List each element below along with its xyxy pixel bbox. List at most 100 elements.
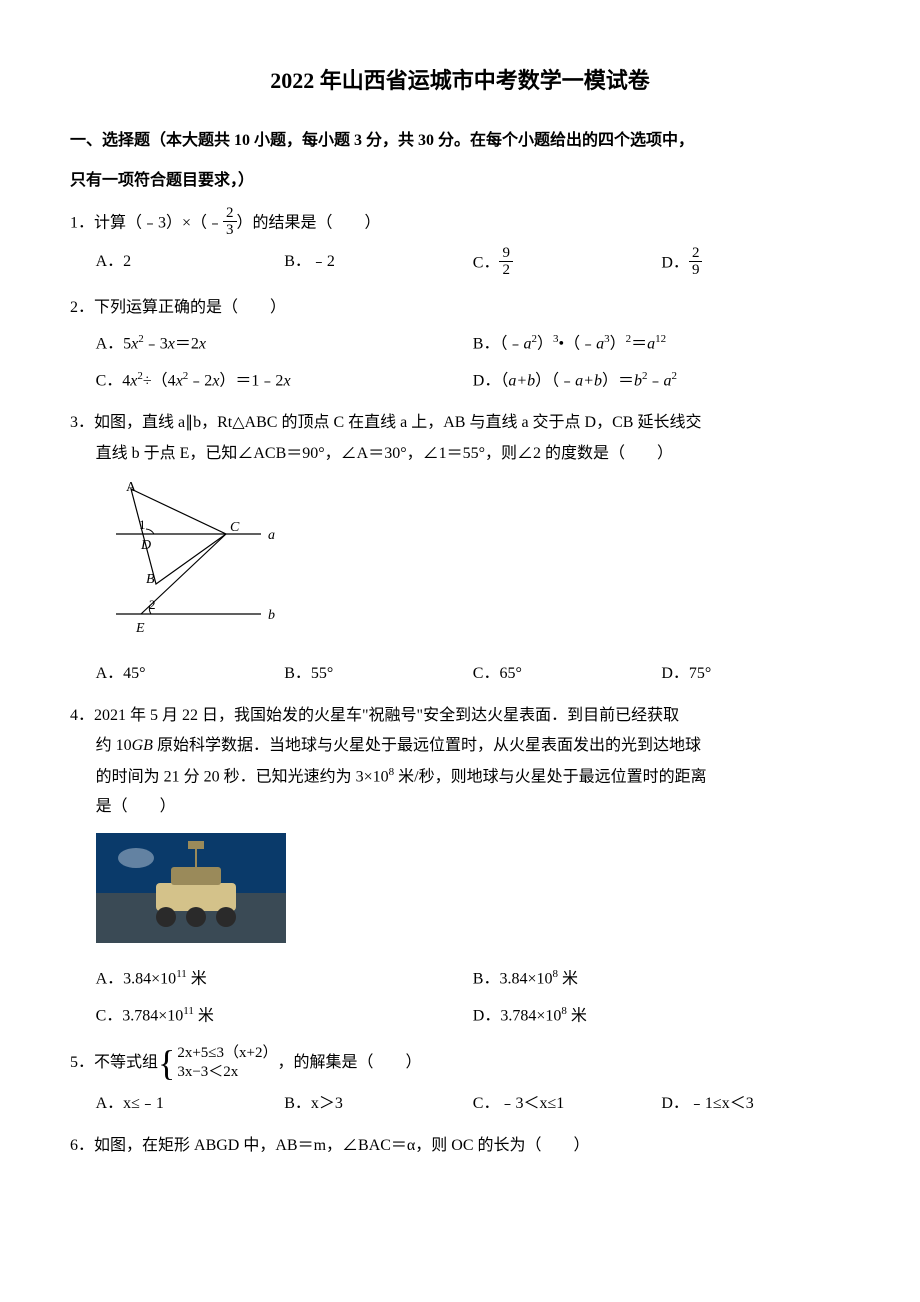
q2-option-b: B．（﹣a2）3•（﹣a3）2＝a12 xyxy=(473,329,850,360)
q4-l2-post: 原始科学数据．当地球与火星处于最远位置时，从火星表面发出的光到达地球 xyxy=(153,737,701,754)
question-4: 4．2021 年 5 月 22 日，我国始发的火星车"祝融号"安全到达火星表面．… xyxy=(70,701,850,1032)
question-3: 3．如图，直线 a∥b，Rt△ABC 的顶点 C 在直线 a 上，AB 与直线 … xyxy=(70,408,850,689)
q1-optc-num: 9 xyxy=(499,245,513,263)
q3-text-l1: 3．如图，直线 a∥b，Rt△ABC 的顶点 C 在直线 a 上，AB 与直线 … xyxy=(70,408,850,438)
q3-option-d: D．75° xyxy=(661,659,850,689)
q4-option-b: B．3.84×108 米 xyxy=(473,964,850,995)
q2-option-c: C．4x2÷（4x2﹣2x）＝1﹣2x xyxy=(96,366,473,397)
question-1: 1．计算（﹣3）×（﹣23）的结果是（ ） A．2 B．﹣2 C．92 D．29 xyxy=(70,207,850,281)
q5-number: 5． xyxy=(70,1054,94,1071)
q3-option-c: C．65° xyxy=(473,659,662,689)
q1-optc-pre: C． xyxy=(473,254,500,271)
q2-option-a: A．5x2﹣3x＝2x xyxy=(96,329,473,360)
q4-optd-pre: D．3.784×10 xyxy=(473,1007,562,1024)
q4-l3-pre: 的时间为 21 分 20 秒．已知光速约为 3×10 xyxy=(96,768,389,785)
q4-optb-pre: B．3.84×10 xyxy=(473,971,553,988)
q4-optc-exp: 11 xyxy=(183,1005,194,1017)
q5-option-c: C．﹣3＜x≤1 xyxy=(473,1089,662,1119)
q1-optc-frac: 92 xyxy=(499,245,513,279)
q4-text-l2: 约 10GB 原始科学数据．当地球与火星处于最远位置时，从火星表面发出的光到达地… xyxy=(70,731,850,761)
q2-number: 2． xyxy=(70,299,94,316)
q1-text: 1．计算（﹣3）×（﹣23）的结果是（ ） xyxy=(70,207,850,241)
label-C: C xyxy=(230,520,240,535)
q1-options: A．2 B．﹣2 C．92 D．29 xyxy=(70,247,850,281)
label-E: E xyxy=(135,621,145,636)
q1-number: 1． xyxy=(70,214,94,231)
q2-options-row2: C．4x2÷（4x2﹣2x）＝1﹣2x D．（a+b）（﹣a+b）＝b2﹣a2 xyxy=(70,366,850,397)
rover-top xyxy=(171,867,221,885)
q5-pre: 不等式组 xyxy=(94,1054,158,1071)
q4-options-row2: C．3.784×1011 米 D．3.784×108 米 xyxy=(70,1001,850,1032)
label-b: b xyxy=(268,608,275,623)
q2-stem: 下列运算正确的是（ ） xyxy=(94,299,286,316)
q3-option-a: A．45° xyxy=(96,659,285,689)
q6-number: 6． xyxy=(70,1137,94,1154)
q2-options-row1: A．5x2﹣3x＝2x B．（﹣a2）3•（﹣a3）2＝a12 xyxy=(70,329,850,360)
q1-optd-num: 2 xyxy=(689,245,703,263)
q3-option-b: B．55° xyxy=(284,659,473,689)
arc-1 xyxy=(146,529,154,534)
q1-option-d: D．29 xyxy=(661,247,850,281)
q5-ineq1: 2x+5≤3（x+2） xyxy=(177,1044,277,1064)
q5-option-b: B．x＞3 xyxy=(284,1089,473,1119)
q1-option-c: C．92 xyxy=(473,247,662,281)
q1-post: ）的结果是（ ） xyxy=(237,214,381,231)
q4-option-c: C．3.784×1011 米 xyxy=(96,1001,473,1032)
q5-option-d: D．﹣1≤x＜3 xyxy=(661,1089,850,1119)
question-6: 6．如图，在矩形 ABGD 中，AB＝m，∠BAC＝α，则 OC 的长为（ ） xyxy=(70,1131,850,1161)
q4-options-row1: A．3.84×1011 米 B．3.84×108 米 xyxy=(70,964,850,995)
q4-photo xyxy=(96,833,850,954)
label-angle2: 2 xyxy=(149,597,156,612)
wheel-2 xyxy=(186,907,206,927)
q4-l3-post: 米/秒，则地球与火星处于最远位置时的距离 xyxy=(394,768,706,785)
q1-frac-num: 2 xyxy=(223,205,237,223)
label-a: a xyxy=(268,528,275,543)
q4-opta-unit: 米 xyxy=(187,971,207,988)
q1-optd-frac: 29 xyxy=(689,245,703,279)
q4-text-l3: 的时间为 21 分 20 秒．已知光速约为 3×108 米/秒，则地球与火星处于… xyxy=(70,762,850,793)
label-angle1: 1 xyxy=(139,517,146,532)
q1-fraction: 23 xyxy=(223,205,237,239)
q3-text-l2: 直线 b 于点 E，已知∠ACB＝90°，∠A＝30°，∠1＝55°，则∠2 的… xyxy=(70,439,850,469)
label-D: D xyxy=(140,538,151,553)
q5-options: A．x≤﹣1 B．x＞3 C．﹣3＜x≤1 D．﹣1≤x＜3 xyxy=(70,1089,850,1119)
q1-pre: 计算（﹣3）×（﹣ xyxy=(94,214,223,231)
q4-optb-unit: 米 xyxy=(558,971,578,988)
q4-optc-unit: 米 xyxy=(194,1007,214,1024)
label-A: A xyxy=(126,480,137,495)
q4-opta-pre: A．3.84×10 xyxy=(96,971,177,988)
q3-number: 3． xyxy=(70,414,94,431)
q3-svg: a b A C D B E 1 2 xyxy=(96,479,296,637)
q5-brace: { xyxy=(158,1045,175,1081)
q4-text-l1: 4．2021 年 5 月 22 日，我国始发的火星车"祝融号"安全到达火星表面．… xyxy=(70,701,850,731)
q6-stem: 如图，在矩形 ABGD 中，AB＝m，∠BAC＝α，则 OC 的长为（ ） xyxy=(94,1137,590,1154)
q1-option-b: B．﹣2 xyxy=(284,247,473,281)
exam-title: 2022 年山西省运城市中考数学一模试卷 xyxy=(70,60,850,102)
q3-figure: a b A C D B E 1 2 xyxy=(96,479,850,648)
q4-option-d: D．3.784×108 米 xyxy=(473,1001,850,1032)
q4-text-l4: 是（ ） xyxy=(70,792,850,822)
q2-text: 2．下列运算正确的是（ ） xyxy=(70,293,850,323)
rover-body xyxy=(156,883,236,911)
q1-option-a: A．2 xyxy=(96,247,285,281)
question-5: 5．不等式组{2x+5≤3（x+2）3x−3＜2x，的解集是（ ） A．x≤﹣1… xyxy=(70,1044,850,1119)
q4-optc-pre: C．3.784×10 xyxy=(96,1007,184,1024)
mast-head xyxy=(188,841,204,849)
q1-optd-den: 9 xyxy=(689,262,703,279)
q1-optc-den: 2 xyxy=(499,262,513,279)
q5-post: ，的解集是（ ） xyxy=(277,1054,421,1071)
q4-opta-exp: 11 xyxy=(176,968,187,980)
q2-option-d: D．（a+b）（﹣a+b）＝b2﹣a2 xyxy=(473,366,850,397)
q5-option-a: A．x≤﹣1 xyxy=(96,1089,285,1119)
q5-text: 5．不等式组{2x+5≤3（x+2）3x−3＜2x，的解集是（ ） xyxy=(70,1044,850,1083)
section-header-line2: 只有一项符合题目要求，） xyxy=(70,166,850,196)
label-B: B xyxy=(146,572,155,587)
wheel-1 xyxy=(156,907,176,927)
q4-svg xyxy=(96,833,286,943)
triangle-abc xyxy=(131,489,226,584)
q3-options: A．45° B．55° C．65° D．75° xyxy=(70,659,850,689)
q5-brace-content: 2x+5≤3（x+2）3x−3＜2x xyxy=(177,1044,277,1083)
q6-text: 6．如图，在矩形 ABGD 中，AB＝m，∠BAC＝α，则 OC 的长为（ ） xyxy=(70,1131,850,1161)
q3-line1: 如图，直线 a∥b，Rt△ABC 的顶点 C 在直线 a 上，AB 与直线 a … xyxy=(94,414,701,431)
section-header-line1: 一、选择题（本大题共 10 小题，每小题 3 分，共 30 分。在每个小题给出的… xyxy=(70,126,850,156)
